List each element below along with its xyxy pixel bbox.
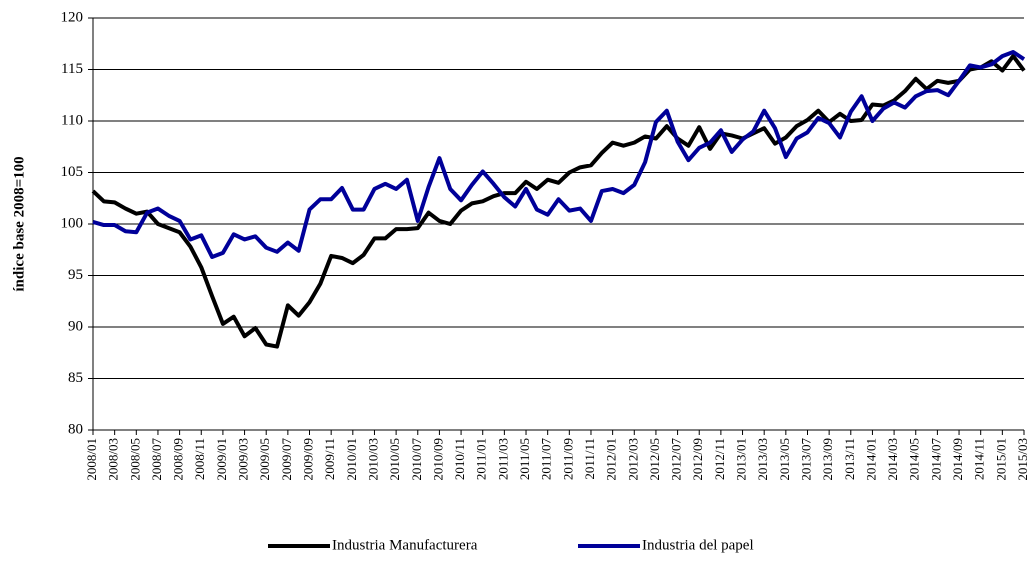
x-tick-label: 2014/05 [907,438,922,481]
series-line [92,49,1026,259]
x-tick-label: 2011/05 [517,438,532,480]
legend-label: Industria del papel [642,537,754,553]
x-tick-label: 2011/03 [495,438,510,480]
x-tick-label: 2011/07 [539,438,554,481]
x-tick-label: 2012/09 [690,438,705,481]
x-tick-label: 2011/11 [582,438,597,480]
x-tick-label: 2013/11 [842,438,857,480]
y-tick-label: 95 [68,267,83,283]
x-tick-label: 2015/01 [993,438,1008,481]
y-tick-label: 110 [61,112,83,128]
y-tick-label: 115 [61,61,83,77]
x-tick-label: 2009/01 [214,438,229,481]
x-tick-label: 2010/03 [365,438,380,481]
y-tick-label: 100 [61,215,84,231]
x-tick-label: 2012/07 [669,438,684,481]
x-tick-label: 2013/03 [755,438,770,481]
x-tick-label: 2014/03 [885,438,900,481]
x-tick-label: 2010/09 [430,438,445,481]
x-tick-label: 2012/01 [604,438,619,481]
x-tick-label: 2012/03 [625,438,640,481]
x-tick-label: 2013/07 [798,438,813,481]
x-tick-label: 2010/07 [409,438,424,481]
x-tick-label: 2009/05 [257,438,272,481]
legend-label: Industria Manufacturera [332,537,478,553]
x-tick-label: 2011/09 [560,438,575,480]
x-tick-label: 2013/09 [820,438,835,481]
x-tick-label: 2012/11 [712,438,727,480]
y-tick-label: 85 [68,370,83,386]
x-tick-label: 2015/03 [1015,438,1030,481]
x-tick-label: 2009/09 [300,438,315,481]
x-tick-label: 2008/07 [149,438,164,481]
x-tick-label: 2013/05 [777,438,792,481]
x-tick-label: 2012/05 [647,438,662,481]
y-tick-label: 105 [61,164,84,180]
x-tick-label: 2008/03 [106,438,121,481]
y-tick-label: 120 [61,9,84,25]
y-tick-label: 90 [68,318,83,334]
x-tick-label: 2014/07 [928,438,943,481]
x-tick-label: 2009/11 [322,438,337,480]
x-tick-label: 2013/01 [734,438,749,481]
x-tick-label: 2008/01 [84,438,99,481]
x-tick-label: 2008/05 [127,438,142,481]
y-tick-label: 80 [68,421,83,437]
x-tick-label: 2009/03 [236,438,251,481]
y-axis-label: índice base 2008=100 [11,156,27,291]
x-tick-label: 2009/07 [279,438,294,481]
x-tick-label: 2014/11 [972,438,987,480]
x-tick-label: 2014/01 [863,438,878,481]
x-tick-label: 2011/01 [474,438,489,480]
x-tick-label: 2008/11 [192,438,207,480]
x-tick-label: 2010/11 [452,438,467,480]
x-tick-label: 2008/09 [171,438,186,481]
x-tick-label: 2010/05 [387,438,402,481]
x-tick-label: 2014/09 [950,438,965,481]
x-tick-label: 2010/01 [344,438,359,481]
